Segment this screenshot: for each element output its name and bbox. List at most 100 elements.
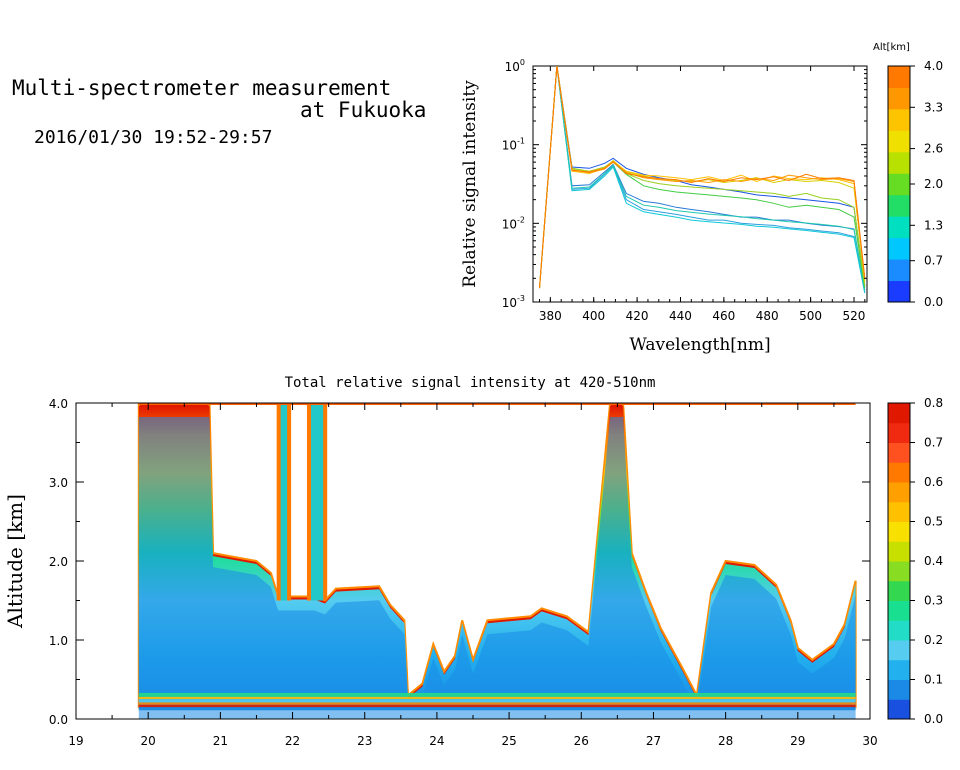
heatmap-x-tick-label: 23 [357,734,372,748]
intensity-colorbar: 0.0 0.1 0.2 0.3 0.4 0.5 0.6 0.7 0.8 [887,396,943,726]
heatmap-y-tick-label: 2.0 [49,555,68,569]
heatmap-y-tick-label: 3.0 [49,476,68,490]
intensity-colorbar-cell [888,403,910,424]
header-time: 2016/01/30 19:52-29:57 [34,127,273,148]
intensity-colorbar-cell [888,640,910,661]
spectrum-series-line [539,66,866,291]
spectrum-x-tick-label: 460 [712,309,735,323]
intensity-heatmap: Total relative signal intensity at 420-5… [3,375,878,748]
heatmap-ground-band [138,696,856,700]
altitude-colorbar-cell [888,151,910,174]
heatmap-ground-band [138,692,856,697]
spectrum-y-tick-label: 10-3 [502,294,525,310]
heatmap-y-tick-label: 4.0 [49,397,68,411]
altitude-colorbar-cell [888,216,910,239]
altitude-colorbar-label: 0.0 [924,295,943,309]
altitude-colorbar-cell [888,194,910,217]
heatmap-tower-core [310,403,324,601]
heatmap-x-tick-label: 21 [213,734,228,748]
intensity-colorbar-label: 0.1 [924,673,943,687]
spectrum-series-line [539,66,866,289]
intensity-colorbar-cell [888,541,910,562]
altitude-colorbar-label: 4.0 [924,59,943,73]
heatmap-x-tick-label: 27 [646,734,661,748]
intensity-colorbar-cell [888,620,910,641]
header-line-1: Multi-spectrometer measurement [12,76,392,100]
intensity-colorbar-label: 0.2 [924,633,943,647]
altitude-colorbar-label: 0.7 [924,254,943,268]
spectrum-y-tick-label: 10-2 [502,215,525,231]
altitude-colorbar-cell [888,173,910,196]
altitude-colorbar-cell [888,280,910,303]
altitude-colorbar-label: 2.0 [924,177,943,191]
altitude-colorbar-title: Alt[km] [873,42,910,53]
spectrum-series-line [539,66,866,294]
spectrum-y-tick-label: 10-1 [502,137,525,153]
heatmap-title: Total relative signal intensity at 420-5… [285,375,656,391]
intensity-colorbar-cell [888,462,910,483]
heatmap-ground-band [138,704,856,708]
heatmap-x-tick-label: 26 [574,734,589,748]
spectrum-x-tick-label: 500 [799,309,822,323]
altitude-colorbar-cell [888,108,910,131]
heatmap-core [138,417,856,719]
intensity-colorbar-cell [888,679,910,700]
spectrum-plot-frame [532,65,868,303]
intensity-colorbar-label: 0.4 [924,554,943,568]
intensity-colorbar-cell [888,501,910,522]
heatmap-x-tick-label: 22 [285,734,300,748]
heatmap-ground-band [138,699,856,703]
altitude-colorbar-cell [888,237,910,260]
heatmap-x-tick-label: 19 [68,734,83,748]
intensity-colorbar-label: 0.6 [924,475,943,489]
intensity-colorbar-label: 0.5 [924,515,943,529]
spectrum-series-line [539,66,866,289]
heatmap-ground-band [138,702,856,705]
altitude-colorbar-label: 1.3 [924,218,943,232]
heatmap-x-tick-label: 25 [501,734,516,748]
intensity-colorbar-cell [888,580,910,601]
intensity-colorbar-label: 0.0 [924,712,943,726]
heatmap-x-tick-label: 29 [790,734,805,748]
altitude-colorbar-label: 2.6 [924,142,943,156]
spectrum-x-tick-label: 440 [669,309,692,323]
header-line-2: at Fukuoka [300,98,427,122]
altitude-colorbar: Alt[km] 0.0 0.7 1.3 2.0 2.6 3.3 4.0 [873,42,943,309]
spectrum-series-line [539,66,866,294]
spectrum-line-chart: 380 400 420 440 460 480 500 520 10-3 10-2 10-1 100… [460,58,868,355]
heatmap-x-tick-label: 20 [141,734,156,748]
heatmap-y-axis-label: Altitude [km] [3,494,27,629]
intensity-colorbar-cell [888,482,910,503]
intensity-colorbar-label: 0.3 [924,594,943,608]
spectrum-y-tick-label: 100 [505,58,525,74]
intensity-colorbar-cell [888,442,910,463]
intensity-colorbar-cell [888,422,910,443]
altitude-colorbar-cell [888,130,910,153]
heatmap-x-tick-label: 24 [429,734,444,748]
heatmap-tower-core [280,403,288,601]
intensity-colorbar-cell [888,699,910,720]
spectrum-x-tick-label: 400 [582,309,605,323]
spectrum-x-tick-label: 480 [756,309,779,323]
altitude-colorbar-label: 3.3 [924,100,943,114]
intensity-colorbar-cell [888,561,910,582]
intensity-colorbar-cell [888,600,910,621]
intensity-colorbar-cell [888,659,910,680]
spectrum-series-line [539,66,866,289]
spectrum-x-axis-label: Wavelength[nm] [629,335,770,355]
spectrum-x-tick-label: 520 [843,309,866,323]
intensity-colorbar-label: 0.8 [924,396,943,410]
spectrum-y-axis-label: Relative signal intensity [460,80,480,288]
altitude-colorbar-cell [888,259,910,282]
heatmap-x-tick-label: 30 [862,734,877,748]
spectrum-x-tick-label: 380 [539,309,562,323]
heatmap-y-tick-label: 1.0 [49,634,68,648]
spectrum-x-tick-label: 420 [626,309,649,323]
intensity-colorbar-label: 0.7 [924,436,943,450]
altitude-colorbar-cell [888,87,910,110]
heatmap-x-tick-label: 28 [718,734,733,748]
heatmap-y-tick-label: 0.0 [49,713,68,727]
altitude-colorbar-cell [888,66,910,88]
spectrum-series-line [539,66,866,289]
